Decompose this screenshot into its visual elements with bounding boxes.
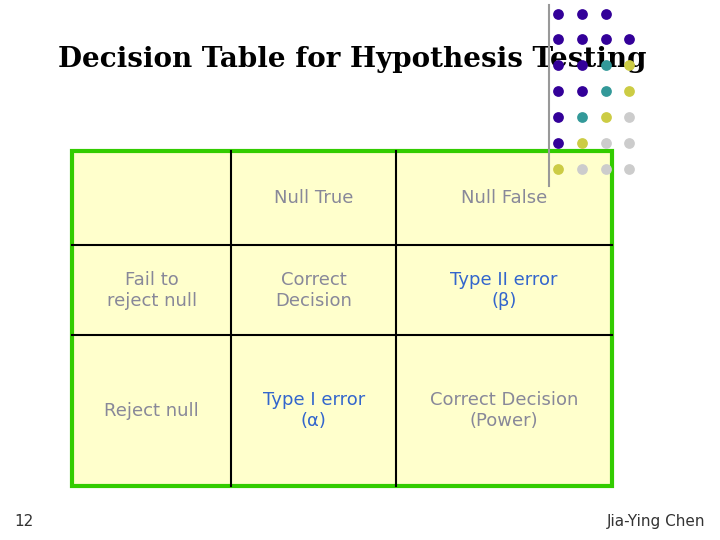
Point <box>576 139 588 147</box>
Point <box>624 61 635 70</box>
Point <box>600 35 611 44</box>
Point <box>624 165 635 173</box>
Text: Null True: Null True <box>274 189 354 207</box>
Point <box>576 61 588 70</box>
Point <box>600 61 611 70</box>
Text: Decision Table for Hypothesis Testing: Decision Table for Hypothesis Testing <box>58 46 646 73</box>
Text: Null False: Null False <box>461 189 547 207</box>
Point <box>624 35 635 44</box>
Point <box>600 165 611 173</box>
Bar <box>72 151 612 486</box>
Point <box>576 113 588 122</box>
Point <box>552 61 564 70</box>
Point <box>600 9 611 18</box>
Text: Fail to
reject null: Fail to reject null <box>107 271 197 309</box>
Point <box>576 35 588 44</box>
Text: Type II error
(β): Type II error (β) <box>450 271 558 309</box>
Point <box>576 87 588 96</box>
Point <box>552 139 564 147</box>
Point <box>624 87 635 96</box>
Point <box>552 9 564 18</box>
Point <box>576 9 588 18</box>
Text: Reject null: Reject null <box>104 402 199 420</box>
Point <box>552 113 564 122</box>
Text: Correct
Decision: Correct Decision <box>275 271 352 309</box>
Point <box>600 113 611 122</box>
Point <box>552 35 564 44</box>
Point <box>552 87 564 96</box>
Text: Correct Decision
(Power): Correct Decision (Power) <box>430 392 578 430</box>
Text: Type I error
(α): Type I error (α) <box>263 392 365 430</box>
Point <box>624 113 635 122</box>
Point <box>624 139 635 147</box>
Text: Jia-Ying Chen: Jia-Ying Chen <box>607 514 706 529</box>
Point <box>576 165 588 173</box>
Point <box>600 139 611 147</box>
Point <box>552 165 564 173</box>
Point <box>600 87 611 96</box>
Text: 12: 12 <box>14 514 34 529</box>
